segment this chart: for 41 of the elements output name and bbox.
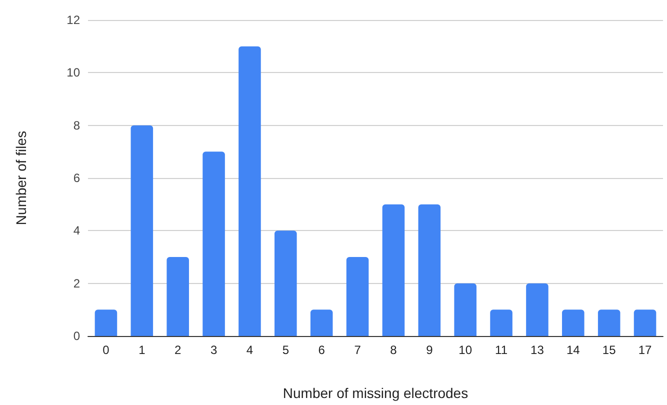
x-tick-label: 14: [566, 343, 580, 357]
bar: [94, 310, 118, 336]
y-tick-label: 6: [73, 171, 80, 185]
x-tick-label: 0: [102, 343, 110, 357]
y-tick-label: 4: [73, 224, 80, 238]
bar: [526, 283, 548, 336]
y-tick-label: 12: [66, 13, 80, 27]
y-tick-label: 2: [73, 276, 80, 290]
x-tick-label: 15: [602, 343, 616, 357]
x-tick-label: 9: [426, 343, 434, 357]
bar: [166, 257, 189, 336]
x-tick-label: 7: [354, 343, 362, 357]
x-tick-label: 4: [246, 343, 254, 357]
x-tick-label: 8: [390, 343, 398, 357]
bar: [418, 204, 441, 336]
bar: [382, 204, 405, 336]
y-tick-label: 8: [73, 118, 80, 132]
bar: [454, 283, 476, 336]
x-tick-label: 11: [495, 343, 508, 357]
x-axis-title: Number of missing electrodes: [282, 385, 468, 401]
y-axis-title: Number of files: [13, 130, 29, 226]
bar: [238, 46, 261, 336]
bar: [562, 310, 584, 336]
x-tick-label: 13: [530, 343, 544, 357]
bar: [598, 310, 620, 336]
bar: [310, 310, 333, 336]
x-tick-label: 5: [282, 343, 290, 357]
x-tick-label: 3: [210, 343, 218, 357]
bar: [490, 310, 512, 336]
x-tick-label: 17: [638, 343, 652, 357]
y-tick-label: 0: [73, 329, 80, 343]
bar: [346, 257, 369, 336]
x-tick-label: 6: [318, 343, 326, 357]
bar: [202, 152, 225, 336]
x-tick-label: 2: [174, 343, 182, 357]
y-tick-label: 10: [66, 66, 80, 80]
bar: [274, 230, 297, 336]
x-tick-label: 10: [458, 343, 472, 357]
x-tick-label: 1: [138, 343, 146, 357]
bar: [130, 125, 154, 336]
bar: [634, 310, 656, 336]
